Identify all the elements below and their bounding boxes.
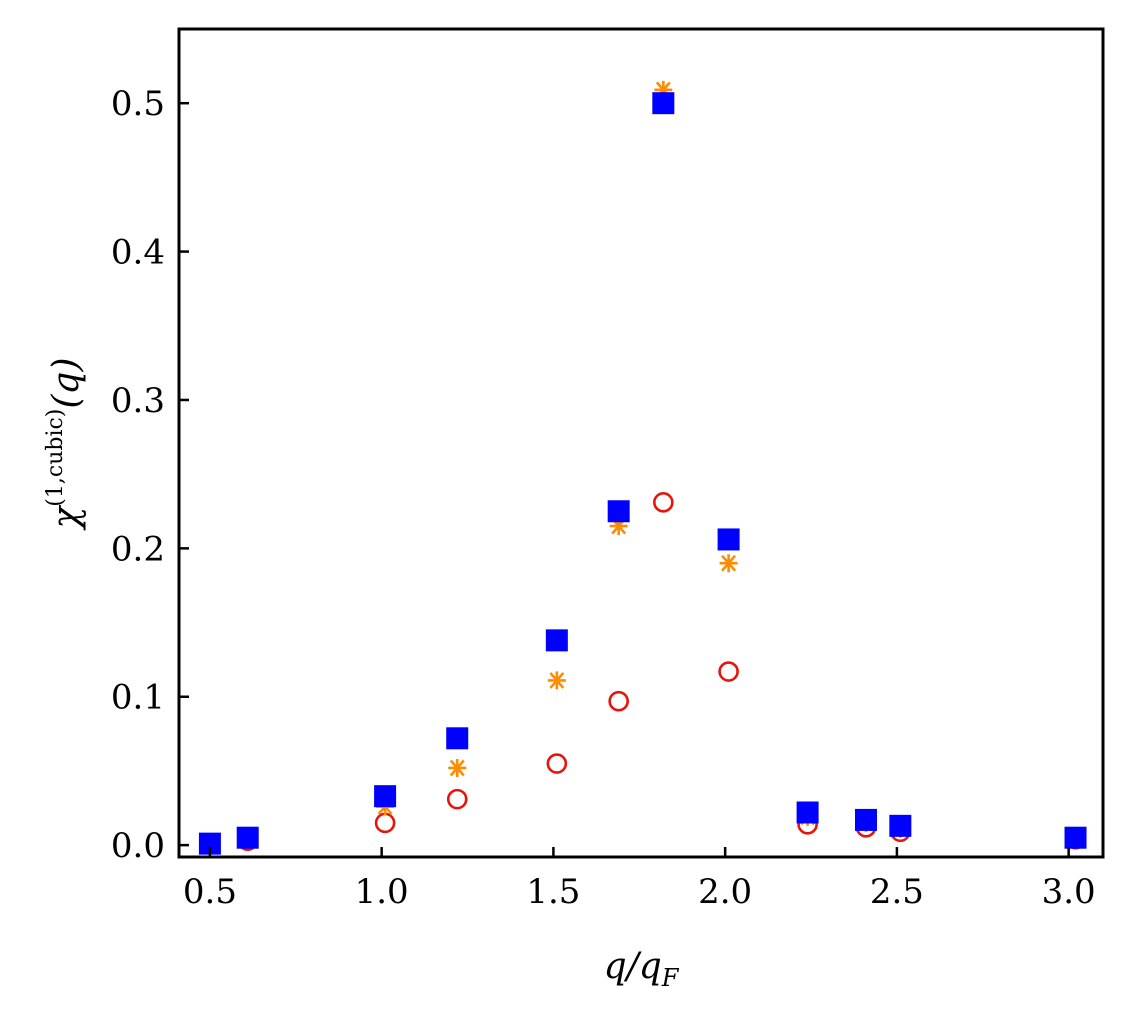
plot-frame [177, 27, 1105, 859]
data-point [374, 812, 396, 834]
data-point [718, 661, 739, 682]
x-tick-label: 2.5 [870, 872, 924, 912]
data-point [545, 629, 568, 652]
data-point [796, 801, 819, 824]
data-point [607, 500, 630, 523]
y-tick-label: 0.4 [111, 233, 165, 273]
data-point [236, 826, 259, 849]
y-axis: 0.0 0.1 0.2 0.3 0.4 0.5 [111, 84, 189, 866]
x-axis-label: q/qF [604, 946, 680, 992]
x-tick-label: 3.0 [1042, 872, 1096, 912]
series-open-circle [199, 492, 1086, 854]
data-point [1064, 826, 1087, 849]
y-tick-label: 0.0 [111, 826, 165, 866]
x-tick-label: 2.0 [698, 872, 752, 912]
data-point [374, 785, 397, 808]
data-point [889, 814, 912, 837]
data-point [653, 492, 674, 513]
data-point [446, 788, 468, 810]
series-filled-square [198, 92, 1087, 855]
x-axis: 0.5 1.0 1.5 2.0 2.5 3.0 [183, 847, 1096, 912]
plot-area [198, 80, 1087, 855]
y-tick-label: 0.1 [111, 678, 165, 718]
x-tick-label: 1.0 [355, 872, 409, 912]
data-point [719, 554, 738, 573]
data-point [446, 727, 469, 750]
data-point [609, 517, 628, 536]
data-point [547, 671, 566, 690]
data-point [608, 690, 629, 712]
y-tick-label: 0.3 [111, 381, 165, 421]
x-tick-label: 0.5 [183, 872, 237, 912]
data-point [198, 832, 221, 855]
data-point [546, 753, 568, 774]
series-asterisk [200, 80, 1085, 853]
data-point [652, 92, 675, 115]
x-tick-label: 1.5 [526, 872, 580, 912]
data-point [448, 758, 467, 777]
y-tick-label: 0.5 [111, 84, 165, 124]
y-axis-label: χ(1,cubic)(q) [43, 357, 87, 531]
data-point [717, 528, 740, 551]
data-point [654, 80, 673, 99]
data-point [854, 808, 877, 831]
y-tick-label: 0.2 [111, 529, 165, 569]
